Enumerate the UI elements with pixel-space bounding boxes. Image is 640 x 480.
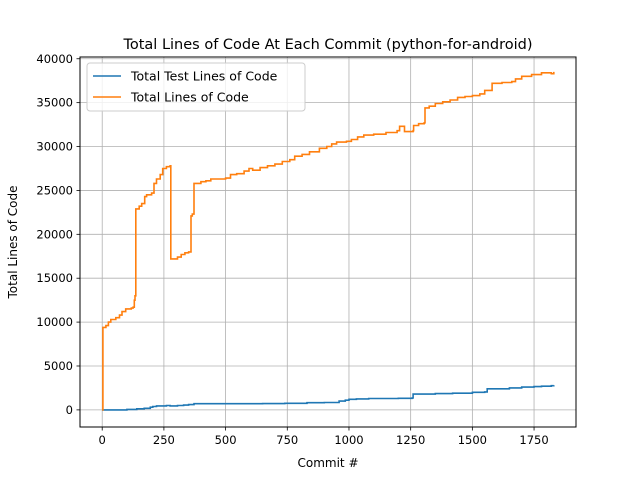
y-tick-label: 10000: [36, 315, 73, 329]
y-tick-label: 40000: [36, 52, 73, 66]
series-line-1: [102, 71, 555, 411]
series-line-0: [102, 384, 555, 411]
x-tick-label: 1500: [458, 433, 487, 447]
legend-label-total-lines: Total Lines of Code: [130, 90, 249, 105]
y-tick-label: 35000: [36, 96, 73, 110]
y-tick-label: 20000: [36, 227, 73, 241]
x-tick-label: 1750: [519, 433, 548, 447]
plot-area-frame: [79, 56, 577, 428]
legend: Total Test Lines of Code Total Lines of …: [86, 62, 306, 112]
y-tick-label: 25000: [36, 183, 73, 197]
x-tick-label: 500: [215, 433, 237, 447]
x-tick-label: 1000: [334, 433, 363, 447]
y-tick-label: 0: [66, 403, 73, 417]
y-tick-label: 5000: [44, 359, 73, 373]
chart-title: Total Lines of Code At Each Commit (pyth…: [122, 37, 532, 53]
x-tick-label: 250: [153, 433, 175, 447]
legend-box: [86, 62, 306, 112]
grid: [80, 57, 576, 427]
x-tick-label: 0: [99, 433, 106, 447]
legend-label-test-lines: Total Test Lines of Code: [130, 69, 278, 84]
series-lines: [102, 71, 555, 411]
x-tick-label: 750: [276, 433, 298, 447]
axis-ticks: 0 250 500 750 1000 1250 1500 1750 0 5000 10000 1500…: [36, 52, 548, 447]
y-axis-label: Total Lines of Code: [6, 185, 20, 299]
y-tick-label: 30000: [36, 140, 73, 154]
x-tick-label: 1250: [396, 433, 425, 447]
x-axis-label: Commit #: [297, 456, 358, 470]
y-tick-label: 15000: [36, 271, 73, 285]
